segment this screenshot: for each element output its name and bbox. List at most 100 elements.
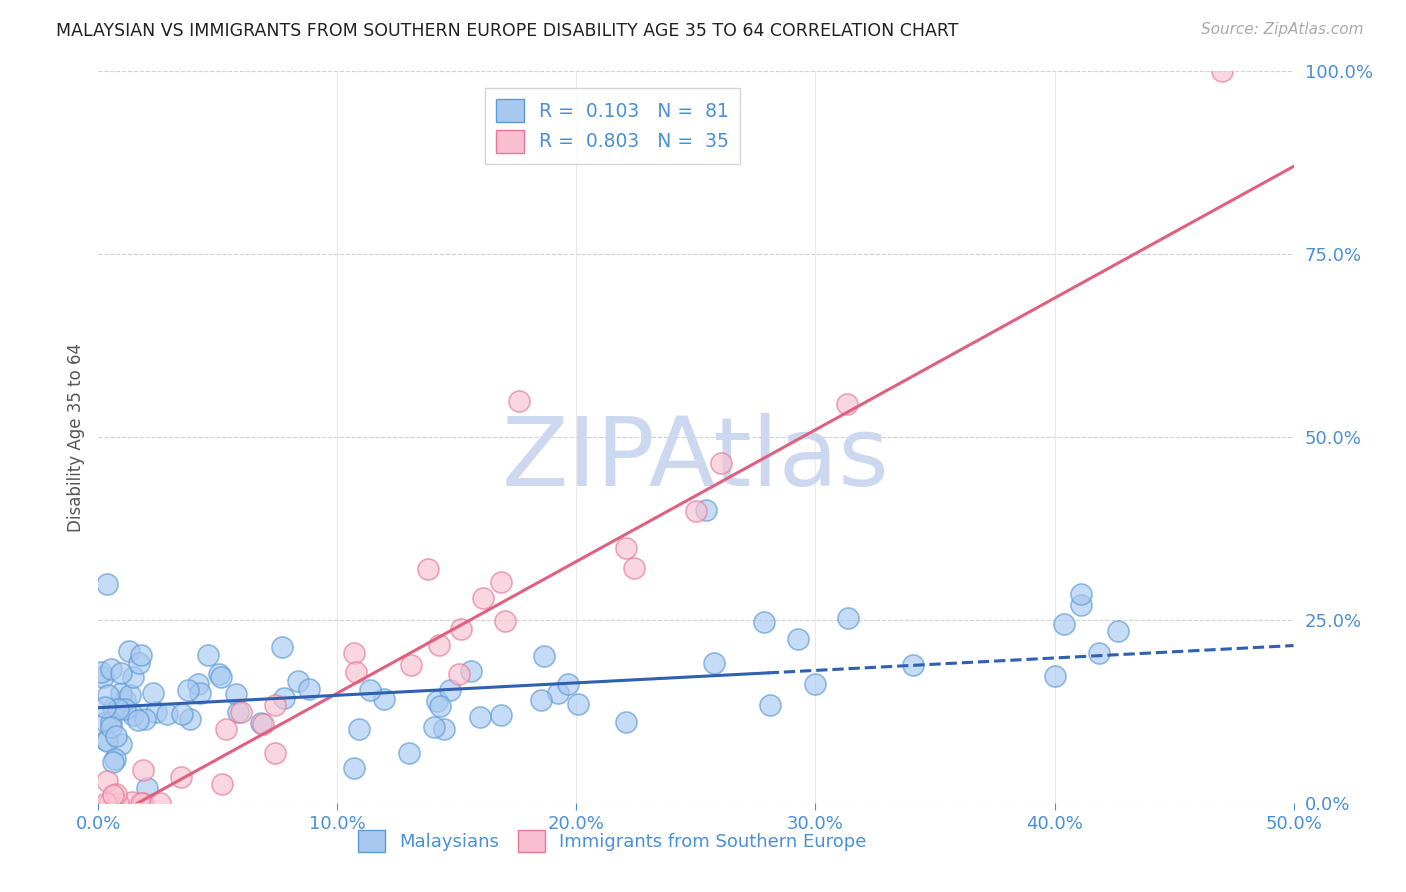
Point <box>343 761 366 775</box>
Point <box>398 746 420 760</box>
Point <box>759 698 782 712</box>
Point <box>494 615 516 629</box>
Point <box>273 690 295 705</box>
Point <box>264 747 287 761</box>
Point <box>121 708 143 723</box>
Point <box>129 648 152 663</box>
Point <box>685 504 707 518</box>
Point <box>94 796 117 810</box>
Point <box>145 706 167 720</box>
Point <box>104 752 127 766</box>
Point <box>508 393 530 408</box>
Point <box>96 774 118 789</box>
Point <box>835 396 858 410</box>
Point <box>142 686 165 700</box>
Point <box>107 702 129 716</box>
Point <box>567 697 589 711</box>
Point <box>225 687 247 701</box>
Point <box>557 676 579 690</box>
Point <box>90 665 112 679</box>
Point <box>122 670 145 684</box>
Point <box>418 562 440 576</box>
Point <box>270 640 292 654</box>
Text: ZIPAtlas: ZIPAtlas <box>502 412 890 506</box>
Legend: Malaysians, Immigrants from Southern Europe: Malaysians, Immigrants from Southern Eur… <box>352 823 873 860</box>
Point <box>114 702 136 716</box>
Y-axis label: Disability Age 35 to 64: Disability Age 35 to 64 <box>66 343 84 532</box>
Point <box>710 456 733 470</box>
Point <box>287 673 309 688</box>
Point <box>100 714 122 729</box>
Point <box>97 796 120 810</box>
Point <box>110 686 132 700</box>
Point <box>1211 64 1233 78</box>
Point <box>110 738 132 752</box>
Point <box>226 705 249 719</box>
Point <box>489 708 512 723</box>
Point <box>96 734 118 748</box>
Point <box>103 700 125 714</box>
Point <box>187 677 209 691</box>
Point <box>359 682 381 697</box>
Point <box>703 657 725 671</box>
Point <box>252 717 274 731</box>
Point <box>427 638 450 652</box>
Point <box>229 705 252 719</box>
Point <box>530 693 553 707</box>
Point <box>132 796 155 810</box>
Point <box>105 729 128 743</box>
Point <box>215 723 238 737</box>
Point <box>399 658 422 673</box>
Point <box>614 541 637 555</box>
Point <box>1070 598 1092 612</box>
Point <box>128 657 150 671</box>
Point <box>250 716 273 731</box>
Point <box>211 777 233 791</box>
Point <box>903 657 925 672</box>
Point <box>208 667 231 681</box>
Point <box>489 574 512 589</box>
Point <box>170 770 193 784</box>
Point <box>1070 587 1092 601</box>
Point <box>426 693 449 707</box>
Point <box>209 670 232 684</box>
Point <box>114 693 136 707</box>
Point <box>101 755 124 769</box>
Point <box>132 763 155 777</box>
Point <box>614 715 637 730</box>
Point <box>373 692 395 706</box>
Point <box>344 665 367 679</box>
Point <box>803 677 825 691</box>
Point <box>100 720 122 734</box>
Point <box>101 788 124 802</box>
Point <box>837 611 859 625</box>
Point <box>127 713 149 727</box>
Point <box>439 683 461 698</box>
Point <box>433 722 456 736</box>
Point <box>547 686 569 700</box>
Point <box>460 664 482 678</box>
Point <box>188 686 211 700</box>
Point <box>1043 669 1066 683</box>
Point <box>449 666 471 681</box>
Point <box>468 710 491 724</box>
Point <box>110 666 132 681</box>
Point <box>121 795 143 809</box>
Point <box>176 683 198 698</box>
Point <box>343 646 366 660</box>
Point <box>129 796 152 810</box>
Point <box>100 662 122 676</box>
Point <box>752 615 775 630</box>
Point <box>264 698 287 712</box>
Text: MALAYSIAN VS IMMIGRANTS FROM SOUTHERN EUROPE DISABILITY AGE 35 TO 64 CORRELATION: MALAYSIAN VS IMMIGRANTS FROM SOUTHERN EU… <box>56 22 959 40</box>
Point <box>107 796 129 810</box>
Point <box>623 560 645 574</box>
Point <box>1053 616 1076 631</box>
Point <box>179 712 201 726</box>
Point <box>156 706 179 721</box>
Point <box>97 688 120 702</box>
Point <box>1107 624 1129 638</box>
Point <box>533 649 555 664</box>
Point <box>148 796 170 810</box>
Point <box>91 670 114 684</box>
